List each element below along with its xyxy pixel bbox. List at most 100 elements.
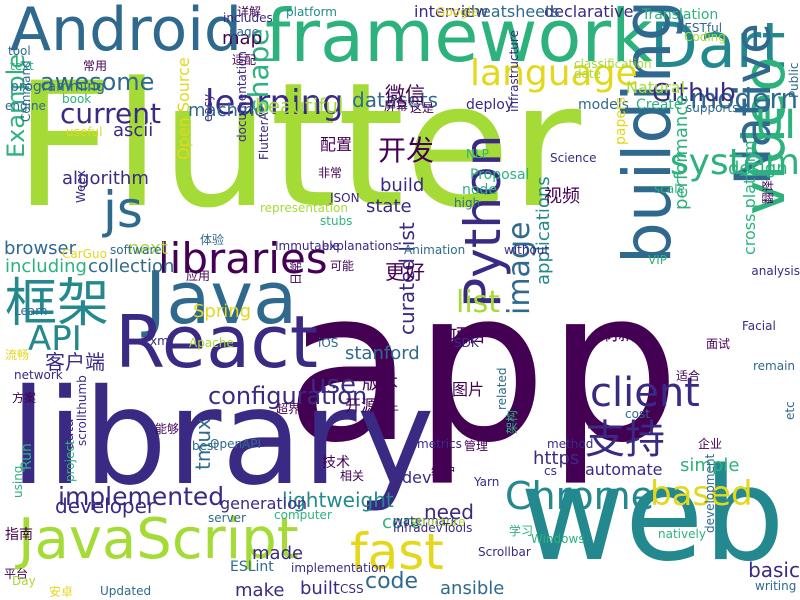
word-cloud-term: 开发 <box>378 134 435 167</box>
word-cloud-term: tool <box>8 44 31 58</box>
word-cloud-term: 刷新 <box>600 324 636 345</box>
word-cloud-term: Animation <box>404 243 466 257</box>
word-cloud-term: cross platform <box>740 140 759 255</box>
word-cloud-term: VIP <box>648 253 667 267</box>
word-cloud-term: OpenAPI <box>210 437 262 451</box>
word-cloud-term: beautiful <box>255 94 344 118</box>
word-cloud-term: configuration <box>208 382 368 410</box>
word-cloud-term: language <box>470 53 638 94</box>
word-cloud-term: Create <box>636 97 683 113</box>
word-cloud-term: Immutable <box>275 239 340 253</box>
word-cloud-term: Dart <box>650 9 786 82</box>
word-cloud-term: Google <box>436 5 479 19</box>
word-cloud-term: list <box>456 285 501 320</box>
word-cloud-term: watermark <box>393 514 458 528</box>
word-cloud-term: React <box>115 300 319 384</box>
word-cloud-term: Updated <box>100 584 152 598</box>
word-cloud-term: https <box>533 448 580 469</box>
word-cloud-term: core <box>382 512 421 533</box>
word-cloud-term: cost <box>625 407 650 421</box>
word-cloud-term: Flutter <box>14 45 582 246</box>
word-cloud-term: algorithm <box>62 168 149 189</box>
word-cloud-term: 管理 <box>464 439 489 453</box>
word-cloud-term: ESLint <box>230 559 274 575</box>
word-cloud-term: node <box>462 182 497 198</box>
word-cloud-term: system <box>669 142 800 183</box>
word-cloud-term: date <box>574 67 602 81</box>
word-cloud-term: development <box>703 453 717 533</box>
word-cloud-term: design <box>728 158 788 179</box>
word-cloud-term: platform <box>286 5 337 19</box>
word-cloud-term: explanations <box>322 239 399 253</box>
word-cloud-term: browser <box>4 238 77 259</box>
word-cloud-term: 适合 <box>676 369 701 383</box>
word-cloud-term: 相关 <box>340 469 365 483</box>
word-cloud-term: 开源 <box>345 396 378 415</box>
word-cloud-term: 方案 <box>12 391 37 405</box>
word-cloud-term: high <box>454 196 481 210</box>
word-cloud-term: Facial <box>742 319 776 333</box>
word-cloud-term: need <box>424 500 474 524</box>
word-cloud-term: ascii <box>113 120 154 141</box>
word-cloud-term: includes <box>223 11 273 25</box>
word-cloud-term: app <box>285 244 681 489</box>
word-cloud-term: js <box>103 181 143 239</box>
word-cloud-term: Natural <box>626 78 686 97</box>
word-cloud-term: Android <box>10 0 242 65</box>
word-cloud-term: classification <box>574 57 652 71</box>
word-cloud-term: 维护 <box>431 464 456 478</box>
word-cloud-term: 微信 <box>385 82 425 106</box>
word-cloud-term: state <box>366 196 412 217</box>
word-cloud-term: 适配 <box>232 53 257 67</box>
word-cloud-term: Apache <box>189 336 234 350</box>
word-cloud-term: 应用 <box>186 269 211 283</box>
word-cloud-term: awesome <box>40 68 155 96</box>
word-cloud-term: 版本 <box>362 373 398 394</box>
word-cloud-term: xml <box>150 334 173 348</box>
word-cloud-term: declarative <box>544 2 634 21</box>
word-cloud-term: based <box>650 474 753 514</box>
word-cloud-term: Learn <box>14 304 48 318</box>
word-cloud-term: deploy <box>466 97 514 113</box>
word-cloud-term: Weex <box>74 170 88 203</box>
word-cloud-term: Scrollbar <box>478 545 531 559</box>
word-cloud-term: implementation <box>291 561 387 575</box>
word-cloud-term: NLP <box>466 147 489 161</box>
word-cloud-term: Spring <box>193 301 252 322</box>
word-cloud-term: Public <box>787 62 800 98</box>
word-cloud-term: build <box>380 175 425 196</box>
word-cloud-term: 超界 <box>276 402 301 416</box>
word-cloud-term: software <box>110 243 162 257</box>
word-cloud-term: Java <box>145 256 298 340</box>
word-cloud-term: CSS <box>340 582 364 596</box>
word-cloud-term: 技术 <box>322 455 350 471</box>
word-cloud-term: infrastructure <box>507 30 521 112</box>
word-cloud-term: 面试 <box>706 337 731 351</box>
word-cloud-term: modern <box>690 82 799 115</box>
word-cloud-term: generation <box>220 494 308 513</box>
word-cloud-term: 项目 <box>450 326 486 347</box>
word-cloud-term: cheatsheets <box>462 2 560 21</box>
word-cloud-term: including <box>5 256 87 277</box>
word-cloud-term: libraries <box>158 234 328 283</box>
word-cloud-term: 客户端 <box>45 350 105 374</box>
word-cloud-term: page <box>229 25 259 39</box>
word-cloud-term: lightweight <box>282 488 394 512</box>
word-cloud-term: ansible <box>440 578 505 599</box>
word-cloud-term: RESTful <box>676 21 723 35</box>
word-cloud-term: stubs <box>320 214 353 228</box>
word-cloud-term: 常用 <box>83 59 108 73</box>
word-cloud-term: learning <box>205 83 344 123</box>
word-cloud-term: Coding <box>684 30 726 44</box>
word-cloud-term: Science <box>550 151 597 165</box>
word-cloud-term: built <box>300 578 340 599</box>
word-cloud-term: Command <box>19 60 33 122</box>
word-cloud-term: web <box>520 441 785 590</box>
word-cloud-term: remain <box>753 359 796 373</box>
word-cloud-term: stanford <box>345 343 420 364</box>
word-cloud-term: project <box>63 440 77 482</box>
word-cloud-term: framework <box>265 0 653 78</box>
word-cloud-term: supports <box>686 101 739 115</box>
word-cloud-term: Chrome <box>505 474 655 518</box>
